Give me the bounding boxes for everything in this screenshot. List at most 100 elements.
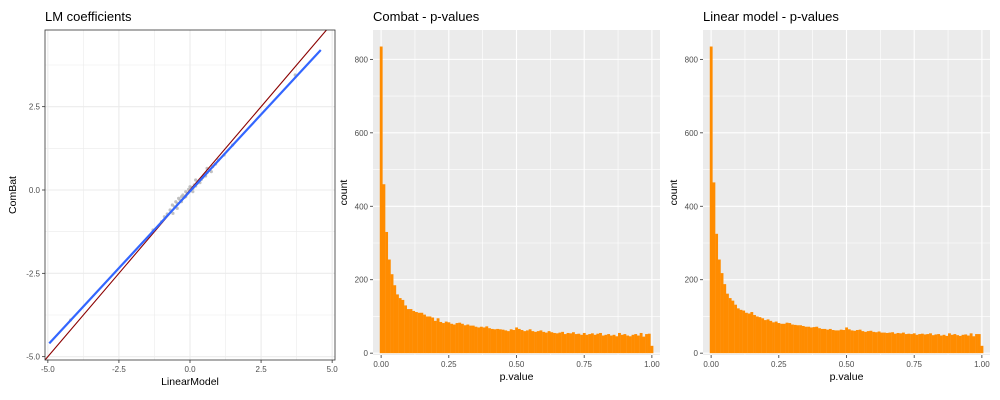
histogram-bar (855, 330, 859, 354)
histogram-bar (485, 326, 489, 354)
histogram-bar (401, 299, 405, 354)
histogram-bar (574, 334, 578, 354)
histogram-bar (601, 335, 605, 354)
y-axis-title: count (338, 180, 350, 206)
histogram-bar (396, 294, 399, 354)
scatter-point (191, 190, 195, 194)
histogram-bar (417, 312, 421, 354)
histogram-bar (769, 320, 773, 354)
histogram-bar (923, 334, 927, 354)
histogram-bar (839, 329, 843, 354)
x-tick-label: 1.00 (644, 360, 660, 369)
histogram-bar (761, 318, 765, 354)
histogram-bar (799, 325, 802, 354)
histogram-bar (934, 334, 938, 354)
histogram-bar (910, 334, 913, 354)
histogram-bar (712, 182, 716, 354)
histogram-bar (723, 284, 727, 354)
y-tick-label: 800 (355, 55, 369, 64)
histogram-bar (950, 334, 954, 354)
histogram-bar (577, 333, 581, 354)
histogram-bar (620, 334, 624, 354)
histogram-bar (580, 334, 583, 354)
histogram-bar (582, 332, 586, 354)
y-tick-label: 200 (355, 276, 369, 285)
y-axis-title: ComBat (7, 176, 19, 214)
histogram-bar (647, 333, 651, 354)
histogram-bar (544, 332, 548, 354)
x-tick-label: 0.75 (576, 360, 592, 369)
histogram-bar (387, 259, 391, 354)
histogram-bar (715, 233, 719, 354)
x-axis-title: p.value (830, 371, 864, 383)
histogram-bar (788, 323, 792, 354)
histogram-bar (447, 322, 451, 354)
histogram-bar (709, 46, 713, 354)
histogram-bar (869, 330, 873, 354)
regression-line (48, 49, 322, 345)
chart-title: Combat - p-values (373, 9, 480, 24)
histogram-bar (893, 333, 897, 354)
x-tick-label: 1.00 (974, 360, 990, 369)
histogram-bar (899, 333, 903, 354)
histogram-bar (539, 330, 543, 354)
x-tick-label: -2.5 (112, 365, 126, 374)
histogram-bar (777, 323, 781, 354)
y-tick-label: 600 (685, 129, 699, 138)
histogram-bar (442, 323, 445, 354)
chart-title: LM coefficients (45, 9, 132, 24)
histogram-bars (379, 46, 654, 354)
histogram-bar (474, 326, 478, 354)
histogram-bar (782, 323, 786, 354)
histogram-bar (471, 325, 475, 354)
histogram-bar (501, 329, 505, 354)
histogram-bar (937, 334, 941, 354)
histogram-bar (634, 334, 638, 354)
histogram-bar (496, 328, 500, 354)
y-tick-label: 200 (685, 276, 699, 285)
histogram-bar (920, 333, 924, 354)
histogram-bar (866, 331, 870, 354)
histogram-bar (845, 327, 849, 354)
histogram-bar (945, 335, 949, 354)
histogram-bar (891, 332, 895, 354)
histogram-bar (850, 330, 854, 354)
y-tick-label: 0 (694, 349, 699, 358)
histogram-bar (726, 293, 729, 354)
histogram-bar (864, 331, 867, 354)
histogram-bar (720, 273, 724, 354)
histogram-bar (525, 330, 529, 354)
histogram-bar (837, 330, 840, 354)
histogram-bar (431, 317, 435, 354)
y-axis-title: count (668, 180, 680, 206)
x-axis-title: p.value (500, 371, 534, 383)
histogram-bar (874, 332, 878, 354)
chart-panel-3: 0.00 0.25 0.50 0.75 1.00 0 200 400 600 800 Linear … (668, 9, 990, 383)
histogram-bar (888, 332, 892, 354)
histogram-bar (509, 329, 513, 354)
histogram-bar (639, 332, 643, 354)
histogram-bar (815, 326, 819, 354)
histogram-bar (774, 321, 778, 354)
histogram-bar (563, 334, 567, 354)
histogram-bar (896, 332, 900, 354)
histogram-bar (379, 46, 383, 354)
histogram-bar (498, 329, 502, 354)
x-tick-label: 0.50 (509, 360, 525, 369)
y-tick-label: 2.5 (29, 103, 41, 112)
histogram-bar (585, 334, 589, 354)
y-tick-label: 0 (364, 349, 369, 358)
histogram-bar (469, 325, 472, 354)
histogram-bar (439, 321, 443, 354)
histogram-bar (409, 309, 413, 354)
scatter-point (194, 178, 198, 182)
histogram-bar (966, 335, 970, 354)
y-tick-label: 400 (355, 202, 369, 211)
histogram-bar (607, 334, 611, 354)
histogram-bar (961, 334, 965, 354)
histogram-bar (828, 328, 832, 354)
histogram-bar (750, 312, 754, 354)
histogram-bar (926, 334, 930, 354)
histogram-bar (858, 329, 862, 354)
histogram-bar (809, 327, 813, 354)
